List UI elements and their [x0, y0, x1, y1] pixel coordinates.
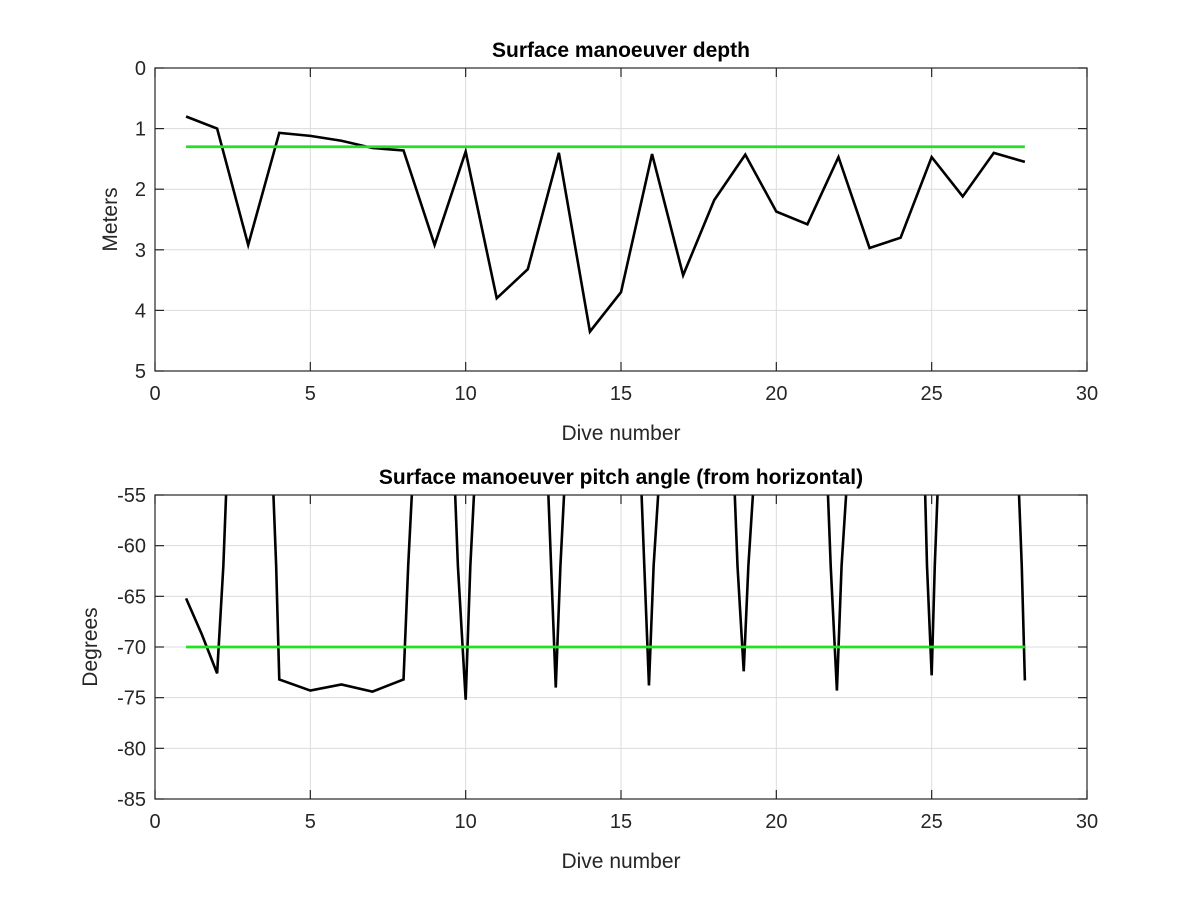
- depth-x-tick-label: 30: [1076, 383, 1098, 405]
- depth-x-axis-label: Dive number: [561, 422, 680, 445]
- pitch-x-tick-label: 10: [455, 811, 477, 833]
- pitch-x-tick-label: 25: [921, 811, 943, 833]
- pitch-x-tick-label: 5: [305, 811, 316, 833]
- pitch-y-tick-label: -75: [117, 688, 146, 710]
- pitch-plot: 0 5 10 15 20 25 30 -55 -60 -65 -70 -75 -80 -85 Surface…: [79, 466, 1098, 873]
- pitch-chart-title: Surface manoeuver pitch angle (from hori…: [379, 466, 863, 489]
- depth-chart-title: Surface manoeuver depth: [492, 39, 750, 62]
- pitch-x-tick-label: 0: [149, 811, 160, 833]
- pitch-x-tick-label: 15: [610, 811, 632, 833]
- pitch-y-axis-label: Degrees: [79, 607, 102, 686]
- pitch-y-tick-label: -60: [117, 536, 146, 558]
- depth-y-tick-label: 1: [135, 119, 146, 141]
- depth-y-axis-label: Meters: [99, 187, 122, 251]
- depth-y-tick-label: 3: [135, 240, 146, 262]
- pitch-x-tick-label: 30: [1076, 811, 1098, 833]
- depth-x-tick-label: 0: [149, 383, 160, 405]
- depth-x-tick-label: 25: [921, 383, 943, 405]
- depth-y-tick-label: 5: [135, 361, 146, 383]
- pitch-series-0-line: [184, 495, 1027, 700]
- pitch-x-axis-label: Dive number: [561, 850, 680, 873]
- pitch-y-tick-label: -85: [117, 789, 146, 811]
- depth-x-tick-label: 20: [765, 383, 787, 405]
- depth-y-tick-label: 2: [135, 179, 146, 201]
- depth-y-tick-label: 0: [135, 58, 146, 80]
- depth-x-tick-label: 5: [305, 383, 316, 405]
- depth-x-tick-label: 15: [610, 383, 632, 405]
- pitch-y-tick-label: -80: [117, 738, 146, 760]
- depth-series-group: [185, 115, 1026, 335]
- pitch-x-tick-label: 20: [765, 811, 787, 833]
- depth-series-0-line: [185, 115, 1026, 335]
- pitch-y-tick-label: -55: [117, 485, 146, 507]
- depth-x-tick-label: 10: [455, 383, 477, 405]
- depth-y-tick-label: 4: [135, 300, 146, 322]
- pitch-series-group: [184, 495, 1027, 700]
- pitch-y-tick-label: -70: [117, 637, 146, 659]
- pitch-y-tick-label: -65: [117, 586, 146, 608]
